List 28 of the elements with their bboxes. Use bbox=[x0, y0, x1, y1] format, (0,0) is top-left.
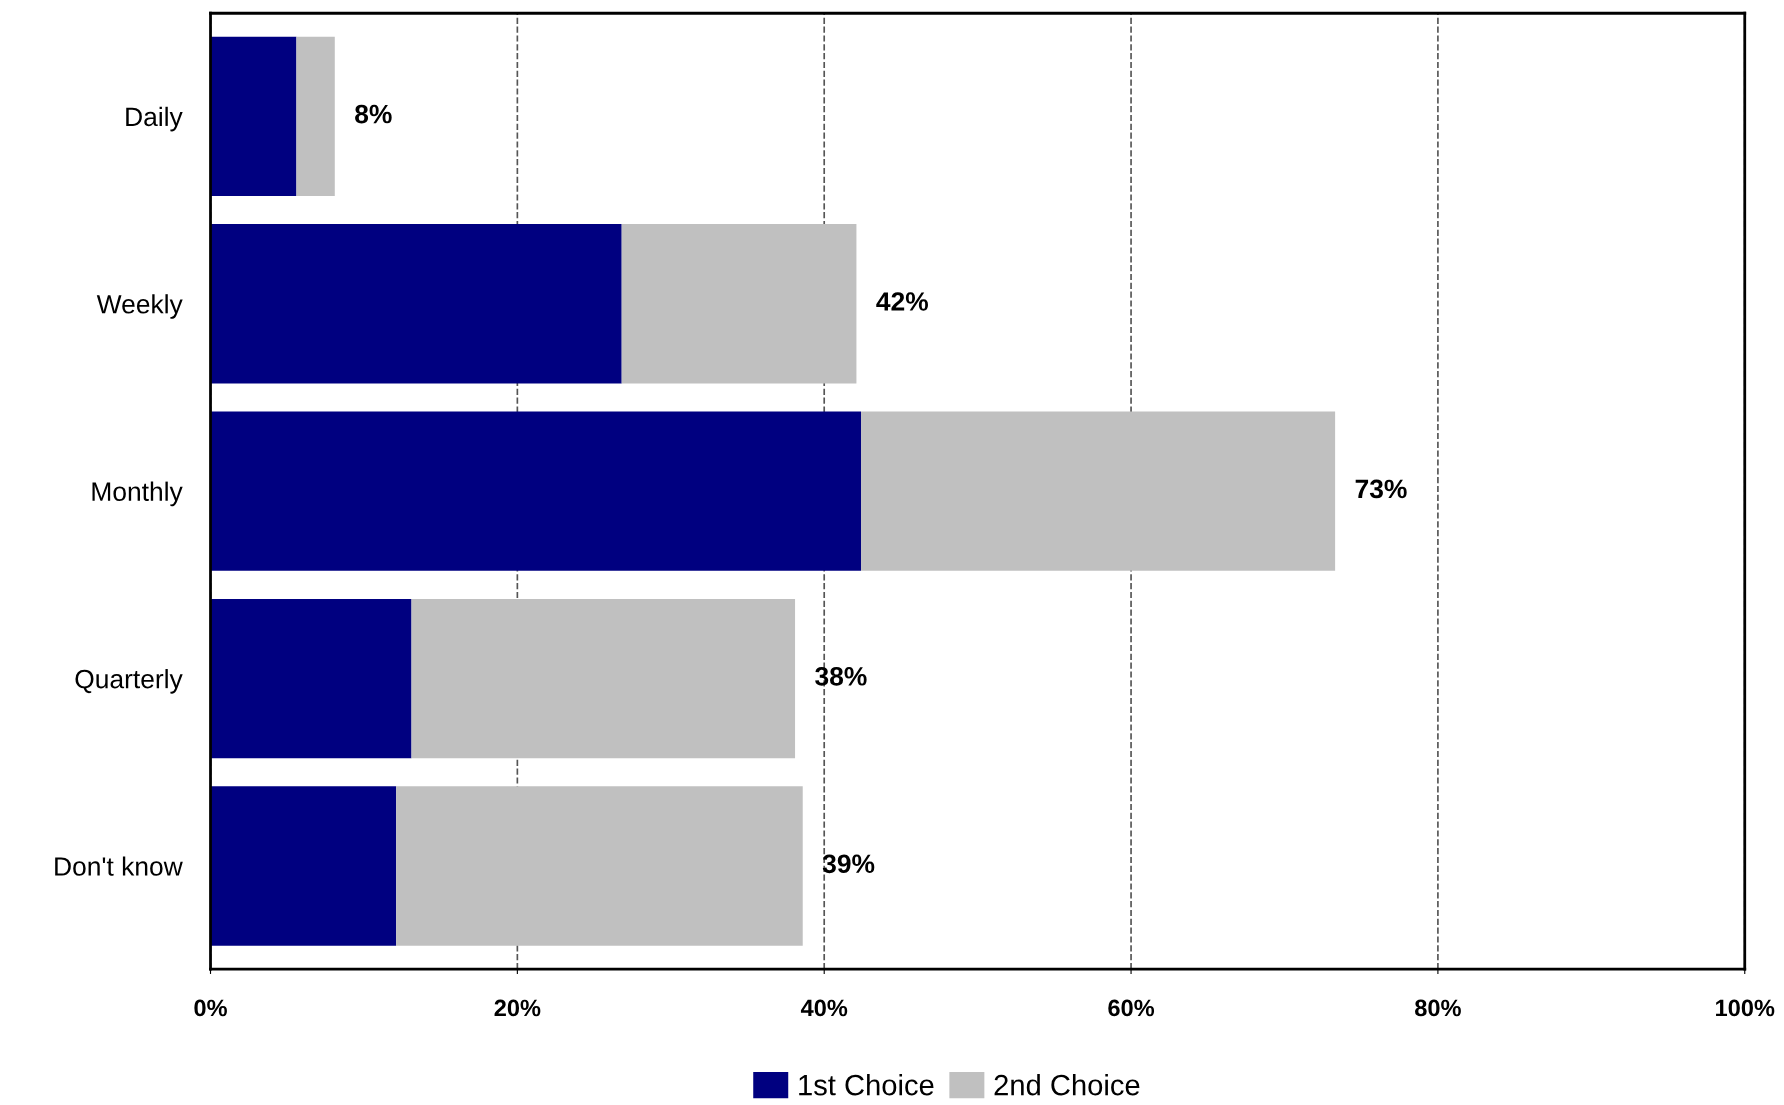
bar bbox=[210, 598, 412, 759]
bar bbox=[210, 786, 397, 946]
x-tick-label: 60% bbox=[1108, 999, 1155, 1017]
total-label: 42% bbox=[876, 292, 928, 311]
bar bbox=[296, 36, 335, 196]
bar bbox=[861, 411, 1336, 571]
total-label: 38% bbox=[815, 666, 867, 686]
x-tick-label: 100% bbox=[1716, 999, 1775, 1017]
total-label: 39% bbox=[822, 854, 875, 874]
legend-label: 1st Choice bbox=[799, 1074, 934, 1096]
x-tick-label: 80% bbox=[1415, 999, 1461, 1017]
x-tick-label: 20% bbox=[494, 999, 541, 1017]
y-tick-label: Don't know bbox=[55, 856, 183, 876]
bar bbox=[621, 224, 857, 384]
x-tick-label: 0% bbox=[194, 999, 227, 1017]
bar bbox=[210, 36, 297, 196]
bar bbox=[396, 786, 803, 946]
bar bbox=[210, 224, 622, 384]
bar bbox=[411, 598, 796, 759]
bar bbox=[210, 411, 862, 571]
legend-label: 2nd Choice bbox=[994, 1074, 1140, 1096]
total-label: 8% bbox=[355, 104, 392, 124]
y-tick-label: Daily bbox=[126, 106, 183, 132]
y-tick-label: Weekly bbox=[96, 294, 183, 319]
y-tick-label: Monthly bbox=[92, 481, 183, 507]
total-label: 73% bbox=[1355, 479, 1407, 499]
y-tick-label: Quarterly bbox=[75, 669, 183, 694]
x-tick-label: 40% bbox=[800, 999, 848, 1017]
